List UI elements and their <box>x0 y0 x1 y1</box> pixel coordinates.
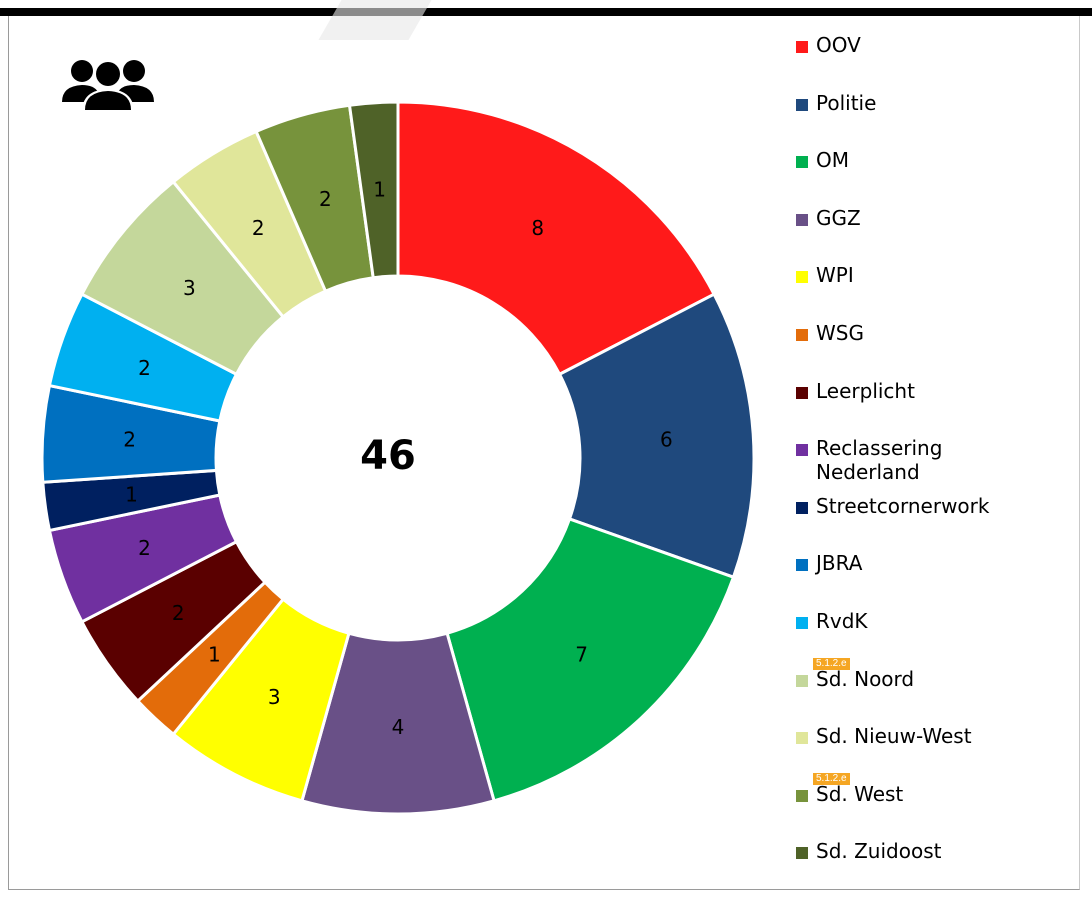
legend-item: WSG <box>796 321 1086 379</box>
people-group-icon <box>60 54 156 114</box>
slice-value-label: 1 <box>208 643 221 667</box>
legend-label: Sd. West <box>816 781 904 806</box>
slice-value-label: 4 <box>392 715 405 739</box>
legend-label: Streetcornerwork <box>816 493 990 518</box>
legend-swatch <box>796 41 808 53</box>
legend-item: Sd. Nieuw-West <box>796 724 1086 782</box>
redaction-tag: 5.1.2.e <box>813 657 850 670</box>
slice-value-label: 2 <box>138 536 151 560</box>
slice-value-label: 7 <box>575 643 588 667</box>
slice-value-label: 1 <box>125 483 138 507</box>
legend-item: OOV <box>796 33 1086 91</box>
slice-value-label: 2 <box>319 187 332 211</box>
legend-label: Sd. Nieuw-West <box>816 724 972 749</box>
slice-value-label: 1 <box>373 178 386 202</box>
legend-label: RvdK <box>816 608 868 633</box>
legend-item: RvdK <box>796 609 1086 667</box>
legend-label: WPI <box>816 263 854 288</box>
legend-item: WPI <box>796 263 1086 321</box>
slice-politie <box>557 292 756 580</box>
legend-label: OM <box>816 148 849 173</box>
slice-value-label: 2 <box>252 216 265 240</box>
legend-label: Sd. Zuidoost <box>816 839 942 864</box>
legend-item: Leerplicht <box>796 379 1086 437</box>
legend-label: GGZ <box>816 205 861 230</box>
legend-label: Sd. Noord <box>816 666 915 691</box>
legend-swatch <box>796 213 808 226</box>
legend-swatch <box>796 386 808 399</box>
legend-swatch <box>796 847 808 860</box>
legend-swatch <box>796 674 808 687</box>
legend-swatch <box>796 271 808 284</box>
legend-swatch <box>796 98 808 111</box>
legend-item: 5.1.2.e Sd. West <box>796 772 1086 840</box>
legend-label: WSG <box>816 320 864 345</box>
slice-value-label: 6 <box>660 428 673 452</box>
legend-item: Reclassering Nederland <box>796 436 1086 494</box>
legend-label: Politie <box>816 90 877 115</box>
slice-oov <box>396 100 717 377</box>
slice-value-label: 2 <box>138 356 151 380</box>
legend-item: Politie <box>796 91 1086 149</box>
slice-value-label: 8 <box>531 216 544 240</box>
legend-swatch <box>796 156 808 169</box>
legend-label: Reclassering Nederland <box>816 436 943 485</box>
legend-swatch <box>796 616 808 629</box>
legend-label: JBRA <box>816 551 863 576</box>
slice-om <box>445 517 736 803</box>
slice-value-label: 3 <box>268 685 281 709</box>
legend-label: OOV <box>816 33 861 57</box>
legend-item: Streetcornerwork <box>796 494 1086 552</box>
chart-legend: OOV Politie OM GGZ WPI WSG Leerplicht Reclasser… <box>796 33 1086 897</box>
legend-item: OM <box>796 148 1086 206</box>
legend-item: Sd. Zuidoost <box>796 839 1086 897</box>
legend-swatch <box>796 328 808 341</box>
slice-sd-zuidoost <box>347 100 400 280</box>
legend-swatch <box>796 501 808 514</box>
legend-swatch <box>796 559 808 572</box>
legend-label: Leerplicht <box>816 378 915 403</box>
top-border-bar <box>0 8 1092 16</box>
redaction-tag: 5.1.2.e <box>813 772 850 785</box>
chart-frame <box>8 16 1080 890</box>
legend-item: JBRA <box>796 551 1086 609</box>
legend-swatch <box>796 789 808 802</box>
legend-item: 5.1.2.e Sd. Noord <box>796 657 1086 725</box>
legend-swatch <box>796 732 808 745</box>
slice-value-label: 3 <box>183 276 196 300</box>
slice-value-label: 2 <box>172 601 185 625</box>
total-count-label: 46 <box>360 433 416 479</box>
slice-value-label: 2 <box>123 428 136 452</box>
legend-swatch <box>796 444 808 457</box>
legend-item: GGZ <box>796 206 1086 264</box>
